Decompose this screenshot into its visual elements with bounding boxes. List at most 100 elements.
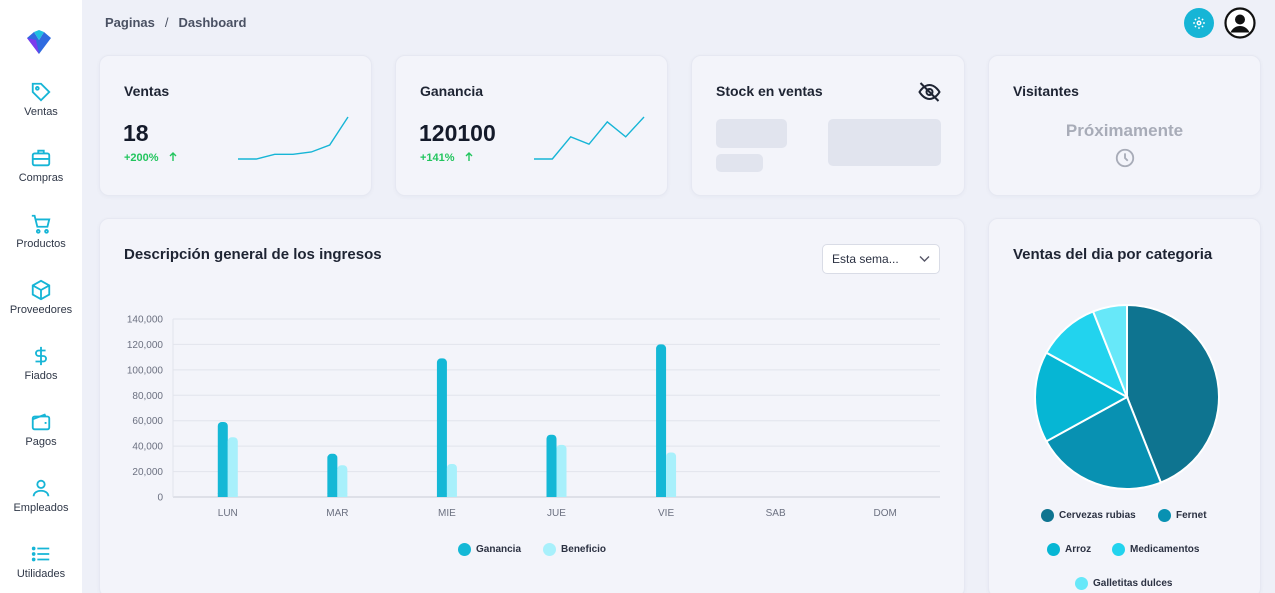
- legend-dot: [1075, 577, 1088, 590]
- breadcrumb-parent[interactable]: Paginas: [105, 15, 155, 30]
- y-tick-label: 120,000: [127, 340, 164, 351]
- bar-beneficio[interactable]: [666, 452, 677, 498]
- sidebar-item-ventas[interactable]: Ventas: [0, 81, 82, 131]
- bar-ganancia[interactable]: [327, 453, 338, 497]
- pie-legend-item[interactable]: Galletitas dulces: [1075, 577, 1172, 590]
- pie-slice-fernet[interactable]: [1045, 395, 1163, 490]
- pie-slice-arroz[interactable]: [1034, 351, 1130, 443]
- arrow-up-icon: [169, 152, 177, 161]
- x-tick-label: VIE: [658, 508, 674, 519]
- x-tick-label: MAR: [326, 508, 348, 519]
- sidebar-item-compras[interactable]: Compras: [0, 147, 82, 197]
- y-tick-label: 40,000: [132, 442, 163, 453]
- pie-card: Ventas del dia por categoria Cervezas ru…: [988, 218, 1261, 593]
- pie-title: Ventas del dia por categoria: [1013, 246, 1213, 263]
- bar-ganancia[interactable]: [546, 434, 557, 497]
- sidebar-item-fiados[interactable]: Fiados: [0, 345, 82, 395]
- y-tick-label: 0: [157, 493, 163, 504]
- bar-ganancia[interactable]: [656, 344, 667, 497]
- sparkline-path: [238, 116, 349, 160]
- arrow-up-icon: [465, 152, 473, 161]
- legend-label[interactable]: Ganancia: [476, 544, 522, 555]
- tag-icon: [31, 82, 51, 102]
- ventas-delta: +200%: [124, 152, 178, 164]
- sidebar-item-productos[interactable]: Productos: [0, 213, 82, 263]
- list-icon: [31, 546, 50, 562]
- pie-legend-item[interactable]: Fernet: [1158, 509, 1207, 522]
- bar-beneficio[interactable]: [337, 465, 348, 497]
- pie-slice-cervezas-rubias[interactable]: [1126, 303, 1220, 484]
- y-tick-label: 140,000: [127, 315, 164, 326]
- skeleton-block: [716, 154, 763, 172]
- cart-icon: [31, 214, 51, 234]
- pie-legend-item[interactable]: Medicamentos: [1112, 543, 1199, 556]
- sparkline-path: [534, 116, 645, 160]
- briefcase-icon: [31, 149, 51, 167]
- pie-legend-item[interactable]: Arroz: [1047, 543, 1091, 556]
- legend-dot: [1047, 543, 1060, 556]
- sidebar-item-utilidades[interactable]: Utilidades: [0, 543, 82, 593]
- skeleton-block: [716, 119, 787, 148]
- settings-button[interactable]: [1184, 8, 1214, 38]
- sidebar-item-label: Productos: [16, 238, 66, 250]
- category-pie-chart: [1034, 303, 1220, 490]
- bar-base: [556, 493, 567, 497]
- avatar[interactable]: [1224, 7, 1256, 39]
- x-tick-label: MIE: [438, 508, 456, 519]
- sidebar-item-label: Fiados: [24, 370, 58, 382]
- ventas-sparkline: [238, 116, 349, 160]
- ventas-value: 18: [123, 120, 149, 146]
- bar-base: [656, 493, 667, 497]
- bar-base: [666, 493, 677, 497]
- bar-base: [436, 493, 447, 497]
- coming-soon-text: Próximamente: [1065, 121, 1184, 140]
- bar-base: [327, 493, 338, 497]
- card-title: Ganancia: [420, 83, 484, 99]
- period-select[interactable]: Esta sema...: [822, 244, 940, 274]
- bar-base: [546, 493, 557, 497]
- dollar-icon: [35, 346, 47, 366]
- wallet-icon: [31, 413, 51, 431]
- sidebar: Ventas Compras Productos Proveedores Fia…: [0, 0, 82, 593]
- y-tick-label: 20,000: [132, 467, 163, 478]
- legend-label: Medicamentos: [1130, 544, 1200, 555]
- visitantes-card: Visitantes Próximamente: [988, 55, 1261, 196]
- revenue-card: Descripción general de los ingresos Esta…: [99, 218, 965, 593]
- sidebar-item-label: Ventas: [24, 106, 58, 118]
- pie-legend-item[interactable]: Cervezas rubias: [1041, 509, 1136, 522]
- legend-dot: [458, 543, 471, 556]
- legend-label[interactable]: Beneficio: [561, 544, 607, 555]
- x-tick-label: LUN: [218, 508, 238, 519]
- sidebar-item-label: Pagos: [25, 436, 57, 448]
- bar-ganancia[interactable]: [436, 358, 447, 497]
- bar-ganancia[interactable]: [217, 421, 228, 497]
- bar-base: [337, 493, 348, 497]
- bar-beneficio[interactable]: [446, 463, 457, 497]
- delta-text: +141%: [420, 152, 455, 164]
- app-logo[interactable]: [24, 28, 54, 56]
- x-tick-label: JUE: [547, 508, 566, 519]
- clock-icon: [1115, 148, 1135, 168]
- sidebar-item-empleados[interactable]: Empleados: [0, 477, 82, 527]
- sidebar-item-proveedores[interactable]: Proveedores: [0, 279, 82, 329]
- breadcrumb-current: Dashboard: [178, 15, 247, 30]
- eye-off-icon[interactable]: [917, 81, 942, 103]
- legend-dot: [1112, 543, 1125, 556]
- period-select-value: Esta sema...: [832, 252, 899, 266]
- breadcrumb-separator: /: [164, 15, 169, 30]
- pie-slice-galletitas-dulces[interactable]: [1091, 303, 1128, 398]
- ganancia-sparkline: [534, 116, 645, 160]
- breadcrumb: Paginas / Dashboard: [105, 15, 246, 30]
- bar-beneficio[interactable]: [227, 437, 238, 497]
- ganancia-delta: +141%: [420, 152, 474, 164]
- sidebar-item-pagos[interactable]: Pagos: [0, 411, 82, 461]
- revenue-bar-chart: 140,000 120,000 100,000 80,000 60,000 40,000 2…: [127, 315, 940, 519]
- bar-base: [217, 493, 228, 497]
- bar-beneficio[interactable]: [556, 444, 567, 497]
- stock-card: Stock en ventas: [691, 55, 965, 196]
- box-icon: [31, 279, 51, 301]
- x-tick-label: SAB: [766, 508, 786, 519]
- delta-text: +200%: [124, 152, 159, 164]
- legend-label: Fernet: [1176, 510, 1207, 521]
- legend-dot: [1158, 509, 1171, 522]
